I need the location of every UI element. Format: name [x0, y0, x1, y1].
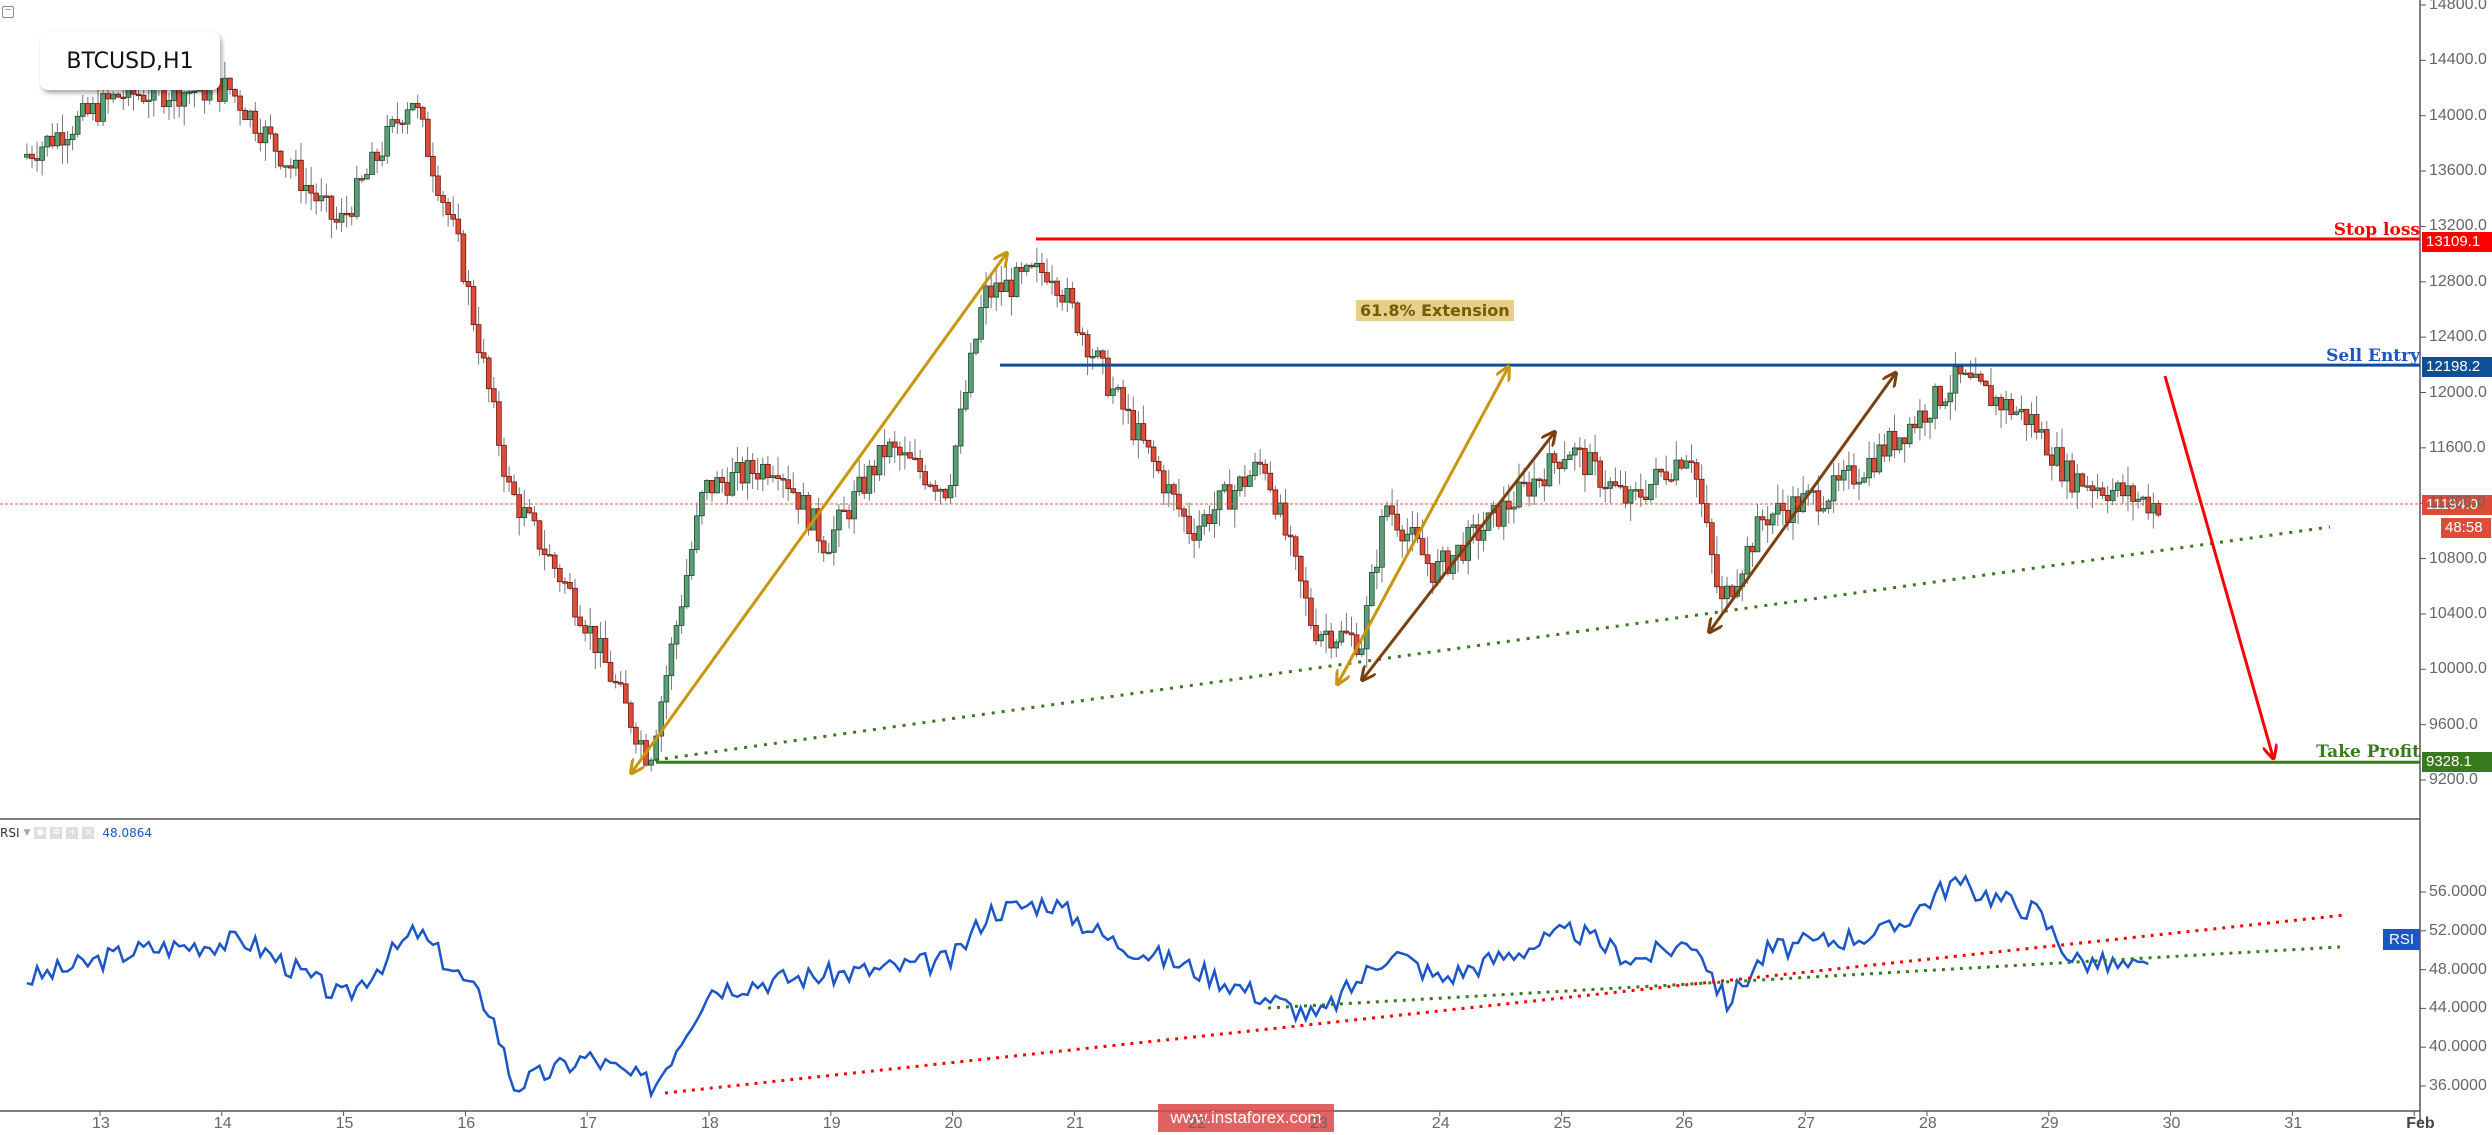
time-tick-label: 14 — [213, 1115, 232, 1132]
symbol-label: BTCUSD,H1 — [40, 32, 220, 90]
candlesticks — [24, 60, 2162, 772]
extension-label: 61.8% Extension — [1356, 300, 1514, 321]
sell-entry-label: Sell Entry — [2326, 346, 2420, 366]
rsi-tick-label: 40.0000 — [2429, 1038, 2487, 1056]
price-tick-label: 12400.0 — [2429, 328, 2487, 346]
axis-ticks — [99, 4, 2426, 1116]
time-tick-label: 29 — [2040, 1115, 2059, 1132]
gear-icon[interactable]: ✲ — [50, 827, 63, 839]
eye-icon[interactable]: ◉ — [34, 827, 47, 839]
watermark: www.instaforex.com — [1158, 1104, 1334, 1132]
rsi-legend: RSI ▼ ◉ ✲ + × 48.0864 — [0, 826, 152, 840]
stop-loss-label: Stop loss — [2333, 220, 2420, 240]
price-tick-label: 10000.0 — [2429, 660, 2487, 678]
take-profit-label: Take Profit — [2316, 742, 2420, 762]
time-tick-label: 19 — [822, 1115, 841, 1132]
rsi-value: 48.0864 — [102, 826, 153, 840]
price-tick-label: 10800.0 — [2429, 549, 2487, 567]
time-tick-label: 24 — [1431, 1115, 1450, 1132]
price-tick-label: 12000.0 — [2429, 383, 2487, 401]
take-profit-price-tag: 9328.1 — [2422, 752, 2492, 772]
plus-icon[interactable]: + — [66, 827, 79, 839]
time-tick-label: 31 — [2284, 1115, 2303, 1132]
time-tick-label: 26 — [1675, 1115, 1694, 1132]
time-tick-label: 18 — [701, 1115, 719, 1132]
rsi-tick-label: 56.0000 — [2429, 883, 2487, 900]
price-tick-label: 11200.0 — [2429, 494, 2486, 512]
bar-timer-tag: 48:58 — [2441, 518, 2491, 538]
time-tick-label: 20 — [944, 1115, 963, 1132]
time-tick-label: 30 — [2162, 1115, 2181, 1132]
chevron-down-icon[interactable]: ▼ — [23, 828, 31, 838]
rsi-tick-label: 36.0000 — [2429, 1077, 2487, 1094]
price-tick-label: 14800.0 — [2429, 0, 2487, 13]
current-price-tag: 11194.0 — [2422, 495, 2492, 515]
close-icon[interactable]: × — [82, 827, 95, 839]
rsi-line — [26, 873, 2346, 1099]
price-tick-label: 14400.0 — [2429, 51, 2487, 69]
rsi-tick-label: 48.0000 — [2429, 960, 2487, 978]
price-tick-label: 12800.0 — [2429, 272, 2487, 290]
sell-entry-price-tag: 12198.2 — [2422, 357, 2492, 377]
time-tick-label: 25 — [1553, 1115, 1572, 1132]
price-tick-label: 14000.0 — [2429, 106, 2487, 124]
time-tick-label: 23 — [1310, 1115, 1328, 1132]
price-tick-label: 13600.0 — [2429, 162, 2487, 180]
time-tick-label: 15 — [335, 1115, 354, 1132]
price-tick-label: 13200.0 — [2429, 217, 2487, 235]
minus-square-icon[interactable]: − — [2, 6, 14, 18]
time-tick-label: 28 — [1919, 1115, 1937, 1132]
price-tick-label: 10400.0 — [2429, 604, 2487, 622]
time-tick-label: 17 — [579, 1115, 597, 1132]
price-tick-label: 9200.0 — [2429, 771, 2478, 788]
rsi-title: RSI — [0, 826, 20, 840]
price-tick-label: 9600.0 — [2429, 715, 2478, 733]
time-tick-label: 27 — [1797, 1115, 1815, 1132]
time-tick-label: 21 — [1066, 1115, 1085, 1132]
rsi-tick-label: 52.0000 — [2429, 921, 2487, 939]
price-tick-label: 11600.0 — [2429, 438, 2486, 456]
drawings — [0, 237, 2420, 772]
rsi-tag: RSI — [2383, 929, 2420, 950]
stop-loss-price-tag: 13109.1 — [2422, 232, 2492, 252]
time-tick-label: Feb — [2406, 1115, 2435, 1132]
rsi-tick-label: 44.0000 — [2429, 999, 2487, 1017]
time-tick-label: 16 — [457, 1115, 476, 1132]
time-tick-label: 13 — [92, 1115, 110, 1132]
time-tick-label: 22 — [1188, 1115, 1206, 1132]
